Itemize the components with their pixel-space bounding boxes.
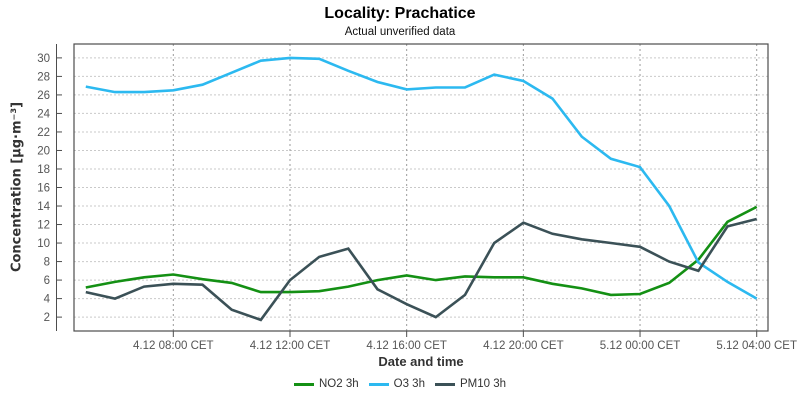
y-tick-label: 28 — [37, 71, 50, 83]
legend-line-swatch — [434, 382, 455, 386]
x-tick-label: 4.12 08:00 CET — [133, 340, 214, 352]
series-line-pm10-3h — [85, 217, 758, 322]
series-line-o3-3h — [85, 56, 758, 300]
x-tick-label: 5.12 04:00 CET — [716, 340, 797, 352]
legend-item-pm10-3h: PM10 3h — [434, 378, 506, 390]
y-tick-label: 12 — [37, 220, 50, 232]
y-tick-label: 30 — [37, 53, 50, 65]
y-tick-label: 14 — [37, 201, 50, 213]
y-tick-label: 24 — [37, 108, 50, 120]
y-tick-label: 10 — [37, 238, 50, 250]
chart-subtitle: Actual unverified data — [344, 26, 456, 38]
y-tick-label: 22 — [37, 127, 50, 139]
legend-label: NO2 3h — [319, 378, 359, 390]
y-tick-label: 18 — [37, 164, 50, 176]
y-tick-label: 6 — [44, 275, 50, 287]
legend-item-no2-3h: NO2 3h — [294, 378, 359, 390]
y-tick-label: 8 — [44, 257, 50, 269]
y-tick-label: 4 — [44, 294, 51, 306]
plot-border — [73, 43, 769, 332]
x-tick-label: 4.12 16:00 CET — [366, 340, 447, 352]
legend-line-swatch — [294, 382, 314, 386]
x-tick-label: 4.12 12:00 CET — [250, 340, 331, 352]
series-line-no2-3h — [85, 205, 758, 297]
x-axis-title: Date and time — [378, 354, 464, 369]
chart-title: Locality: Prachatice — [324, 5, 476, 22]
legend-label: O3 3h — [393, 378, 425, 390]
legend-label: PM10 3h — [459, 378, 506, 390]
y-tick-label: 20 — [37, 145, 50, 157]
y-tick-label: 26 — [37, 90, 50, 102]
legend: NO2 3h O3 3h PM10 3h — [0, 378, 800, 390]
x-tick-label: 5.12 00:00 CET — [600, 340, 681, 352]
y-tick-label: 16 — [37, 183, 50, 195]
legend-line-swatch — [368, 382, 389, 386]
legend-item-o3-3h: O3 3h — [368, 378, 425, 390]
y-tick-label: 2 — [44, 312, 50, 324]
x-tick-label: 4.12 20:00 CET — [483, 340, 564, 352]
